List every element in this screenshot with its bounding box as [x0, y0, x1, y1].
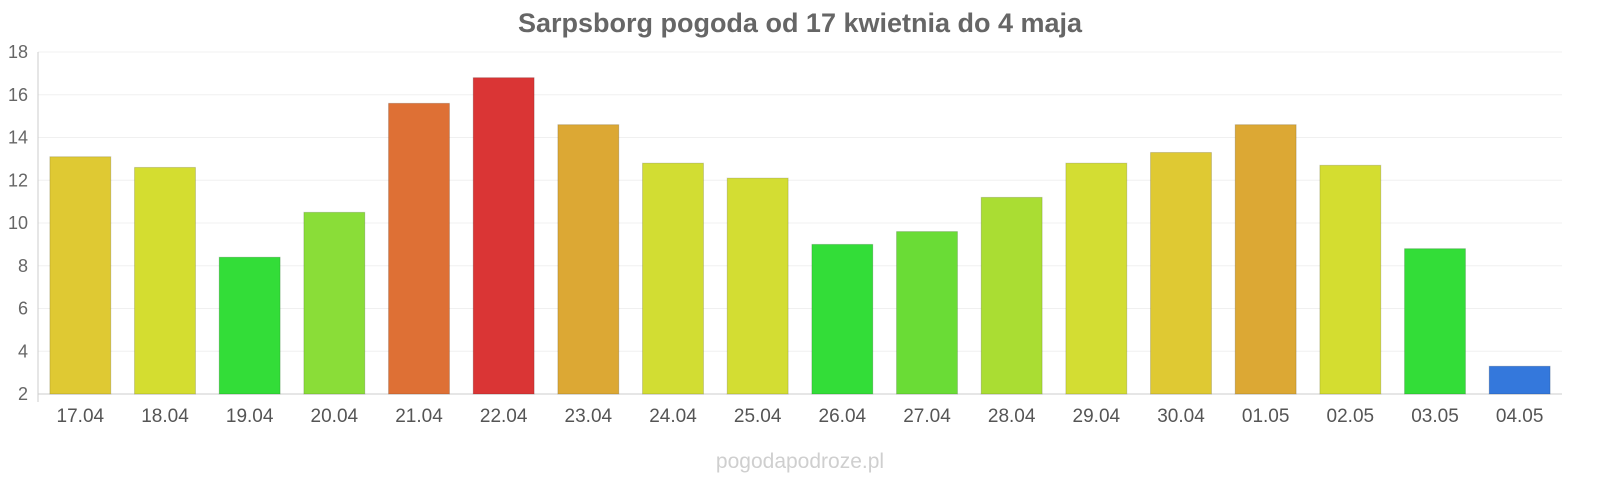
- x-tick-label: 20.04: [311, 406, 359, 427]
- y-tick-label: 8: [18, 256, 28, 276]
- chart-title: Sarpsborg pogoda od 17 kwietnia do 4 maj…: [517, 8, 1083, 38]
- bar: [896, 231, 958, 395]
- bar: [642, 162, 704, 395]
- x-tick-label: 02.05: [1327, 406, 1375, 427]
- bar: [1404, 248, 1466, 395]
- bar: [980, 196, 1043, 395]
- bar: [1150, 151, 1212, 395]
- y-tick-label: 18: [8, 42, 28, 62]
- y-tick-label: 12: [8, 170, 28, 190]
- bar: [557, 124, 620, 395]
- x-tick-label: 23.04: [565, 406, 613, 427]
- bar: [472, 77, 535, 395]
- x-tick-label: 21.04: [395, 406, 443, 427]
- bar: [811, 243, 874, 395]
- bar: [388, 102, 450, 395]
- x-tick-label: 29.04: [1073, 406, 1121, 427]
- bar: [1065, 162, 1128, 395]
- x-tick-label: 04.05: [1496, 406, 1544, 427]
- x-tick-label: 25.04: [734, 406, 782, 427]
- x-tick-label: 22.04: [480, 406, 528, 427]
- x-tick-label: 19.04: [226, 406, 274, 427]
- x-tick-label: 01.05: [1242, 406, 1290, 427]
- bar: [218, 256, 281, 395]
- x-tick-label: 26.04: [819, 406, 867, 427]
- bar: [1488, 365, 1551, 395]
- x-tick-label: 24.04: [649, 406, 697, 427]
- bar: [1234, 124, 1297, 395]
- x-tick-label: 30.04: [1157, 406, 1205, 427]
- y-tick-label: 14: [8, 128, 28, 148]
- y-tick-label: 6: [18, 299, 28, 319]
- x-tick-label: 28.04: [988, 406, 1036, 427]
- y-tick-label: 10: [8, 213, 28, 233]
- bar: [726, 177, 789, 395]
- x-tick-label: 03.05: [1411, 406, 1459, 427]
- y-tick-label: 16: [8, 85, 28, 105]
- y-tick-label: 4: [18, 341, 28, 361]
- watermark: pogodapodroze.pl: [715, 450, 885, 473]
- bar: [49, 156, 112, 395]
- x-tick-label: 18.04: [141, 406, 189, 427]
- bar: [303, 211, 366, 395]
- bar: [1319, 164, 1382, 395]
- bar: [134, 166, 196, 395]
- y-tick-label: 2: [18, 384, 28, 404]
- x-tick-label: 27.04: [903, 406, 951, 427]
- x-tick-label: 17.04: [57, 406, 105, 427]
